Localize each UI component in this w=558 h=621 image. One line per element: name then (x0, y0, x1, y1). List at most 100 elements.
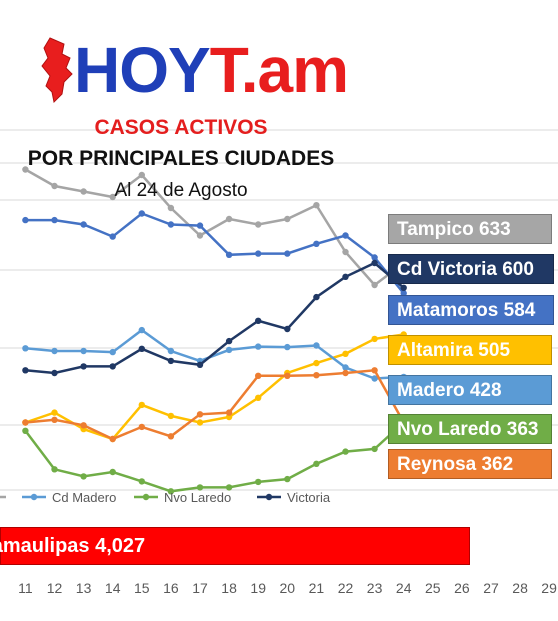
data-point (196, 419, 204, 426)
data-point (51, 416, 58, 423)
x-tick-label: 20 (280, 580, 296, 596)
data-point (284, 250, 291, 257)
series-line (24, 421, 405, 493)
data-point (225, 251, 233, 258)
data-point (400, 290, 407, 297)
data-point (371, 254, 378, 261)
data-point (371, 375, 378, 382)
data-point (138, 478, 145, 485)
x-tick-label: 24 (396, 580, 412, 596)
data-point (109, 363, 116, 370)
data-point (167, 204, 175, 212)
data-point (51, 369, 58, 377)
series-1 (22, 210, 407, 297)
data-point (255, 372, 262, 379)
data-point (371, 335, 378, 343)
legend-item: Cd Madero (22, 490, 116, 505)
data-point (51, 182, 58, 190)
x-tick-label: 13 (76, 580, 92, 596)
data-point (80, 422, 87, 429)
data-point (80, 473, 87, 480)
data-point (313, 293, 320, 301)
data-point (255, 250, 262, 257)
data-point (167, 221, 175, 228)
series-4 (22, 367, 407, 443)
data-point (225, 413, 233, 421)
data-point (138, 171, 145, 179)
data-point (342, 273, 349, 280)
legend-label: Cd Madero (52, 490, 116, 505)
chart-titles: CASOS ACTIVOS POR PRINCIPALES CIUDADES A… (0, 112, 362, 202)
data-point (342, 232, 349, 239)
data-point (284, 372, 291, 379)
series-2 (22, 331, 407, 443)
city-label: Cd Victoria 600 (388, 254, 554, 284)
data-point (225, 346, 233, 354)
data-point (342, 369, 349, 377)
chart-subtitle: POR PRINCIPALES CIUDADES (27, 147, 335, 170)
chart-date: Al 24 de Agosto (114, 180, 248, 201)
data-point (255, 221, 262, 228)
city-label: Reynosa 362 (388, 449, 552, 479)
x-tick-label: 25 (425, 580, 441, 596)
data-point (284, 325, 291, 333)
x-tick-label: 11 (18, 580, 33, 596)
x-tick-label: 15 (134, 580, 150, 596)
data-point (255, 478, 262, 486)
x-tick-label: 14 (105, 580, 121, 596)
data-point (342, 448, 349, 455)
data-point (284, 215, 291, 223)
data-point (80, 347, 87, 355)
x-tick-label: 18 (221, 580, 237, 596)
data-point (167, 412, 175, 420)
data-point (371, 281, 378, 289)
data-point (196, 361, 204, 368)
data-point (167, 433, 175, 440)
data-point (51, 347, 58, 355)
city-label: Altamira 505 (388, 335, 552, 365)
legend-label: Victoria (287, 490, 331, 505)
data-point (167, 347, 175, 355)
legend-marker (142, 493, 150, 501)
data-point (196, 222, 204, 229)
data-point (342, 364, 349, 371)
data-point (109, 193, 116, 201)
series-line (25, 368, 405, 441)
x-tick-label: 17 (192, 580, 208, 596)
data-point (313, 460, 320, 467)
data-point (109, 348, 116, 356)
series-line (25, 212, 405, 295)
x-tick-label: 23 (367, 580, 383, 596)
data-point (225, 215, 233, 223)
legend-marker (30, 493, 38, 501)
data-point (138, 345, 145, 352)
data-point (342, 350, 349, 357)
chart-title: CASOS ACTIVOS (94, 116, 268, 139)
x-tick-label: 16 (163, 580, 179, 596)
data-point (138, 326, 145, 334)
data-point (284, 343, 291, 351)
x-tick-label: 21 (309, 580, 325, 596)
data-point (196, 232, 204, 239)
data-point (22, 345, 29, 352)
tamaulipas-map-icon (41, 37, 73, 104)
data-point (255, 317, 262, 324)
x-tick-label: 19 (250, 580, 266, 596)
data-point (138, 423, 145, 431)
city-label: Nvo Laredo 363 (388, 414, 552, 444)
legend-marker (265, 493, 273, 501)
data-point (80, 221, 87, 228)
data-point (51, 466, 58, 473)
data-point (22, 216, 29, 224)
data-point (225, 337, 233, 345)
x-tick-label: 12 (47, 580, 63, 596)
data-point (22, 427, 29, 434)
data-point (371, 259, 378, 267)
data-point (109, 468, 116, 476)
legend-item: Nvo Laredo (134, 490, 231, 505)
hoyt-logo: HOYT.am (40, 36, 349, 106)
data-point (371, 445, 378, 453)
series-0 (22, 166, 407, 289)
